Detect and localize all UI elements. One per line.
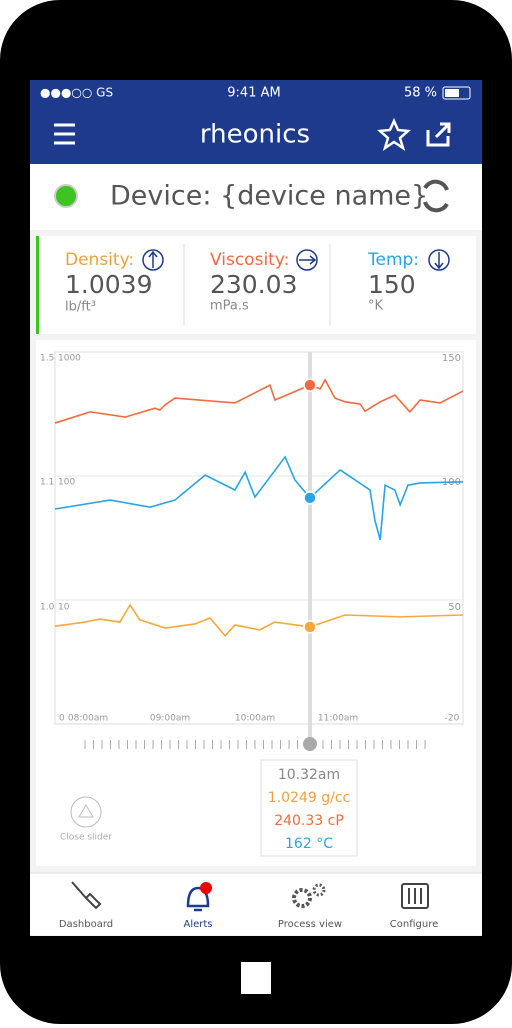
x-axis-label: -20 bbox=[445, 714, 460, 724]
reading-value: 230.03 bbox=[210, 270, 297, 299]
right-axis-label: 50 bbox=[448, 602, 461, 613]
app-title: rheonics bbox=[200, 120, 310, 150]
tab-label[interactable]: Configure bbox=[390, 919, 438, 930]
left-axis-label: 100 bbox=[58, 478, 75, 488]
close-slider-triangle bbox=[78, 804, 94, 818]
alerts-badge bbox=[200, 882, 212, 894]
x-axis-label: 11:00am bbox=[318, 714, 358, 724]
tab-label[interactable]: Process view bbox=[278, 919, 342, 930]
trend-icons bbox=[142, 249, 450, 271]
configure-icon bbox=[401, 883, 429, 909]
battery-icon bbox=[442, 86, 471, 100]
battery-text: 58 % bbox=[404, 86, 437, 101]
left-axis-label: 1.0 bbox=[40, 603, 55, 613]
plot-area bbox=[54, 351, 464, 725]
carrier: ●●●○○ GS bbox=[40, 86, 113, 100]
tooltip-density: 1.0249 g/cc bbox=[268, 790, 350, 806]
alerts-icon bbox=[186, 886, 210, 912]
chart-card bbox=[36, 340, 476, 866]
x-axis-label: 08:00am bbox=[68, 714, 108, 724]
tab-label[interactable]: Dashboard bbox=[59, 919, 113, 930]
slider-knob[interactable] bbox=[303, 737, 317, 751]
refresh-icon[interactable] bbox=[423, 179, 449, 213]
right-axis-label: 150 bbox=[442, 353, 461, 364]
menu-icon[interactable] bbox=[54, 123, 75, 145]
series-line bbox=[54, 378, 464, 424]
cursor-dot bbox=[303, 491, 317, 505]
clock: 9:41 AM bbox=[227, 86, 280, 101]
close-slider-icon[interactable] bbox=[70, 796, 102, 828]
tabs: Dashboard Alerts Process view Configure bbox=[59, 919, 438, 930]
reading-unit: lb/ft³ bbox=[65, 300, 96, 315]
close-slider-label[interactable]: Close slider bbox=[60, 833, 112, 843]
reading-label: Viscosity: bbox=[210, 250, 289, 270]
cursor-dot bbox=[303, 620, 317, 634]
x-axis-label: 0 bbox=[59, 714, 65, 724]
left-axis-label: 1.1 bbox=[40, 478, 54, 488]
x-axis-label: 09:00am bbox=[150, 714, 190, 724]
reading-unit: mPa.s bbox=[210, 299, 249, 314]
x-axis-label: 10:00am bbox=[235, 714, 275, 724]
device-label: Device: {device name} bbox=[110, 181, 428, 212]
readings-card bbox=[36, 236, 476, 334]
device-row bbox=[30, 164, 482, 230]
battery-level bbox=[445, 89, 459, 97]
process-icon bbox=[292, 888, 312, 908]
tooltip-time: 10.32am bbox=[278, 767, 340, 783]
series-line bbox=[54, 603, 464, 638]
share-icon[interactable] bbox=[426, 122, 451, 147]
left-axis-label: 1.5 bbox=[40, 354, 54, 364]
reading-value: 150 bbox=[368, 270, 416, 299]
slider-ticks bbox=[84, 740, 426, 749]
left-axis-label: 10 bbox=[58, 603, 70, 613]
dashboard-icon bbox=[71, 881, 102, 910]
grid bbox=[55, 475, 463, 601]
star-icon[interactable] bbox=[377, 117, 411, 151]
left-axis-label: 1000 bbox=[58, 354, 81, 364]
process-icon-small bbox=[312, 883, 326, 897]
reading-value: 1.0039 bbox=[65, 270, 152, 299]
tab-label[interactable]: Alerts bbox=[183, 919, 212, 930]
status-led bbox=[54, 184, 78, 208]
home-button[interactable] bbox=[241, 962, 271, 994]
reading-unit: °K bbox=[368, 299, 384, 314]
cursor-dot bbox=[303, 378, 317, 392]
tooltip bbox=[260, 759, 358, 857]
configure-sliders bbox=[408, 888, 422, 904]
tooltip-viscosity: 240.33 cP bbox=[274, 813, 344, 829]
header-bar bbox=[30, 80, 482, 164]
reading-label: Density: bbox=[65, 250, 134, 270]
reading-label: Temp: bbox=[367, 250, 419, 270]
readings-accent bbox=[36, 236, 39, 334]
tooltip-temp: 162 °C bbox=[285, 836, 333, 852]
